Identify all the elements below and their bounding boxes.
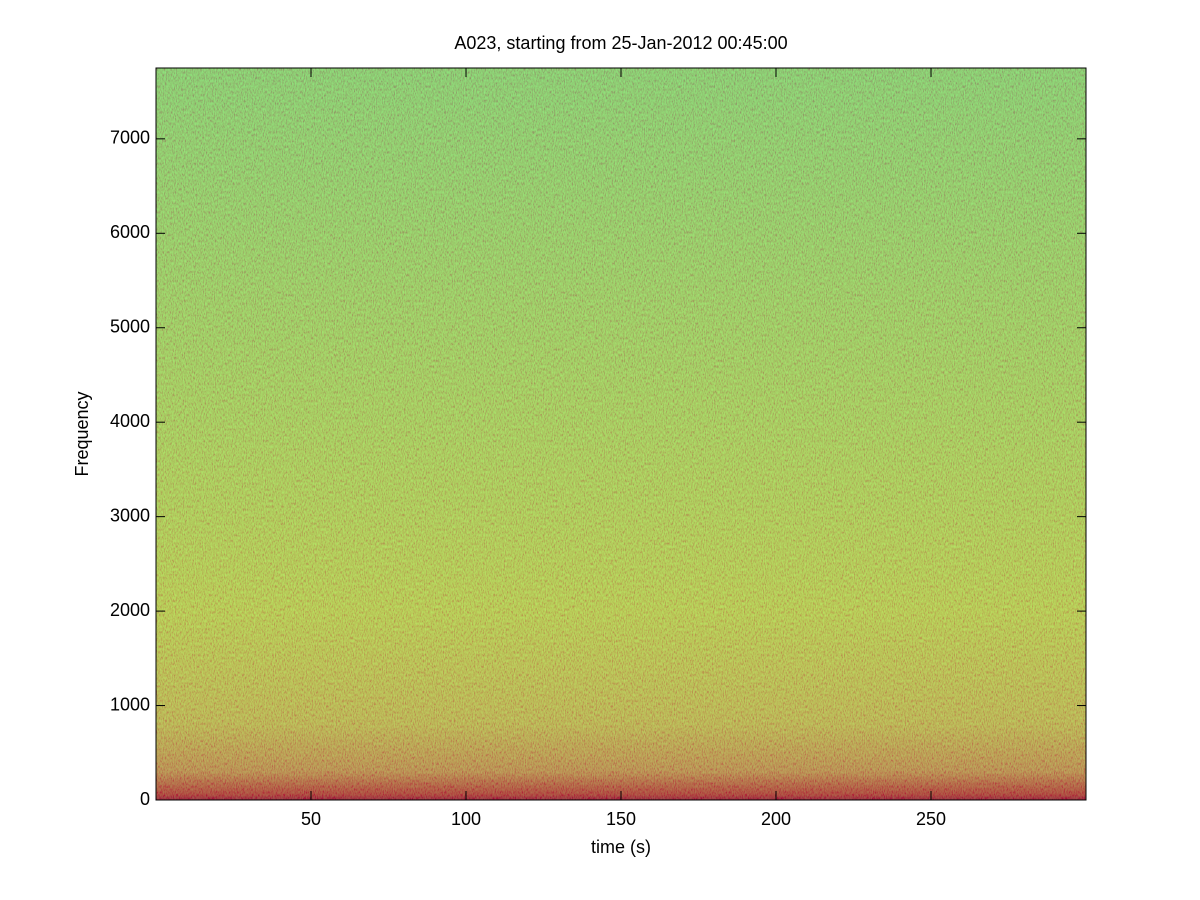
x-tick-label: 250 xyxy=(916,809,946,829)
y-tick-label: 3000 xyxy=(110,505,150,525)
chart-title: A023, starting from 25-Jan-2012 00:45:00 xyxy=(454,33,787,53)
y-tick-label: 4000 xyxy=(110,411,150,431)
x-tick-label: 50 xyxy=(301,809,321,829)
x-tick-label: 150 xyxy=(606,809,636,829)
y-axis-label: Frequency xyxy=(72,391,92,476)
y-tick-label: 5000 xyxy=(110,316,150,336)
y-tick-label: 0 xyxy=(140,789,150,809)
spectrogram-image xyxy=(156,68,1086,800)
x-axis-label: time (s) xyxy=(591,837,651,857)
y-tick-label: 6000 xyxy=(110,222,150,242)
x-tick-label: 200 xyxy=(761,809,791,829)
y-tick-label: 7000 xyxy=(110,128,150,148)
y-tick-label: 2000 xyxy=(110,600,150,620)
x-tick-label: 100 xyxy=(451,809,481,829)
y-tick-label: 1000 xyxy=(110,694,150,714)
